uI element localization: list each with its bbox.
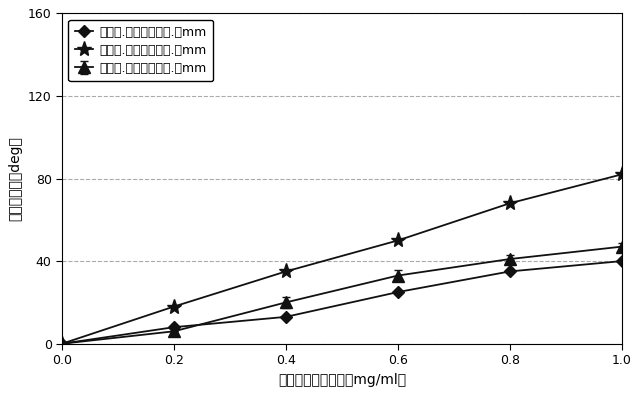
- 溝幅０.２－溝深さ０.２mm: [394, 290, 402, 294]
- 溝幅０.６－溝深さ０.２mm: [618, 172, 625, 177]
- Line: 溝幅０.２－溝深さ０.２mm: 溝幅０.２－溝深さ０.２mm: [58, 257, 626, 348]
- Y-axis label: 位相シフト［deg］: 位相シフト［deg］: [8, 136, 22, 221]
- Legend: 溝幅０.２－溝深さ０.２mm, 溝幅０.６－溝深さ０.２mm, 溝幅０.４－溝深さ０.２mm: 溝幅０.２－溝深さ０.２mm, 溝幅０.６－溝深さ０.２mm, 溝幅０.４－溝深…: [68, 20, 213, 81]
- 溝幅０.６－溝深さ０.２mm: [506, 201, 514, 206]
- 溝幅０.２－溝深さ０.２mm: [618, 259, 625, 263]
- 溝幅０.６－溝深さ０.２mm: [394, 238, 402, 243]
- 溝幅０.２－溝深さ０.２mm: [506, 269, 514, 274]
- 溝幅０.２－溝深さ０.２mm: [58, 341, 66, 346]
- 溝幅０.６－溝深さ０.２mm: [58, 341, 66, 346]
- Line: 溝幅０.６－溝深さ０.２mm: 溝幅０.６－溝深さ０.２mm: [54, 167, 629, 351]
- 溝幅０.２－溝深さ０.２mm: [282, 314, 290, 319]
- 溝幅０.６－溝深さ０.２mm: [282, 269, 290, 274]
- 溝幅０.２－溝深さ０.２mm: [170, 325, 178, 329]
- X-axis label: ナノ金分散液濃度［mg/ml］: ナノ金分散液濃度［mg/ml］: [278, 372, 406, 387]
- 溝幅０.６－溝深さ０.２mm: [170, 304, 178, 309]
